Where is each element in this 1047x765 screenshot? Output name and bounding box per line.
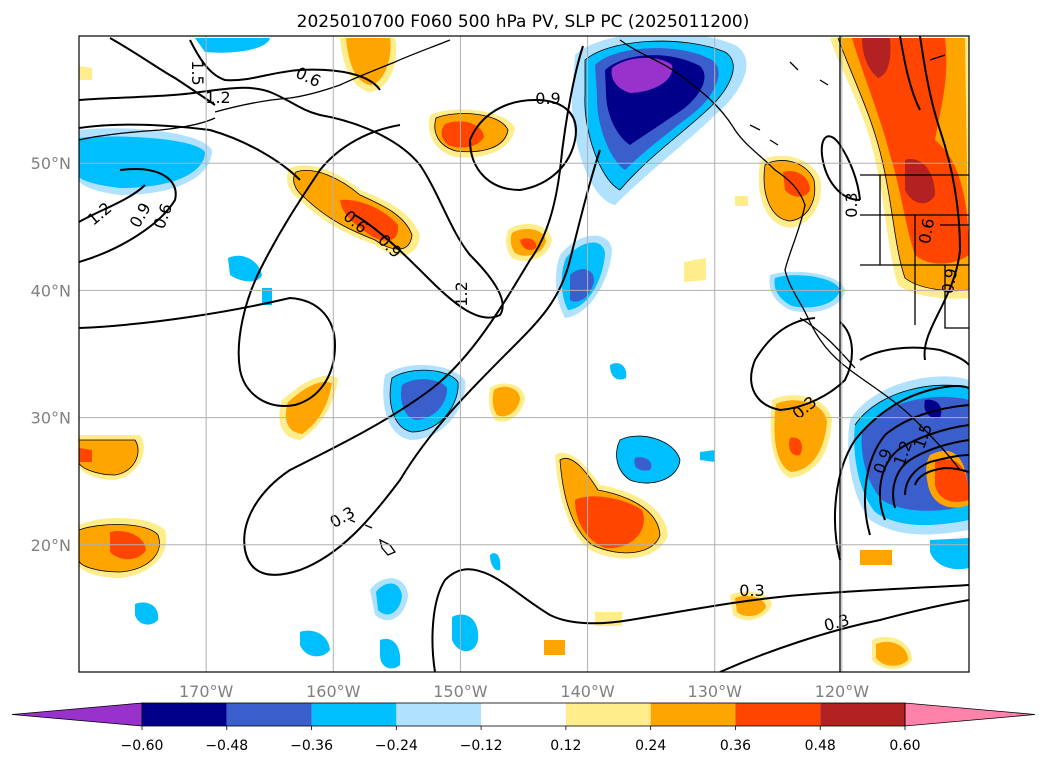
colorbar-tick-label: 0.24	[635, 738, 666, 754]
pv-blob-central-positive	[287, 165, 420, 256]
contour-label: 0.9	[938, 267, 961, 295]
lon-tick-label: 170°W	[179, 682, 234, 701]
colorbar-tick-label: −0.36	[290, 738, 333, 754]
colorbar-tick-label: −0.12	[460, 738, 503, 754]
colorbar-swatch	[142, 703, 227, 726]
lat-tick-label: 50°N	[31, 154, 71, 173]
colorbar-swatch	[311, 703, 397, 726]
lon-tick-label: 130°W	[688, 682, 743, 701]
colorbar-swatch	[735, 703, 821, 726]
map-panel: 0.9 0.6 1.2 1.5 0.9 0.6 1.2 0.6 0.9 1.2 …	[31, 35, 970, 701]
lon-tick-label: 150°W	[433, 682, 488, 701]
colorbar-frame	[141, 702, 906, 727]
contour-label: 0.6	[915, 217, 938, 245]
contour-label: 0.9	[535, 89, 560, 108]
lat-tick-label: 20°N	[31, 536, 71, 555]
colorbar-tick-label: −0.24	[375, 738, 418, 754]
pv-blob-east-positive	[830, 38, 969, 299]
lat-tick-label: 30°N	[31, 409, 71, 428]
lon-tick-label: 140°W	[560, 682, 615, 701]
coastlines	[79, 36, 969, 672]
pv-blob-northwest-negative	[79, 38, 270, 195]
colorbar-swatch	[820, 703, 905, 726]
colorbar-swatch	[650, 703, 736, 726]
colorbar-tick-label: −0.48	[205, 738, 248, 754]
slp-contours	[79, 36, 969, 672]
contour-label: 1.2	[452, 281, 471, 306]
pv-outlines	[79, 37, 969, 573]
contour-label: 1.2	[205, 88, 230, 107]
contour-label: 1.5	[188, 60, 207, 85]
lon-tick-label: 160°W	[306, 682, 361, 701]
colorbar-tick-label: 0.36	[720, 738, 751, 754]
colorbar-swatch	[226, 703, 312, 726]
colorbar-swatch	[481, 703, 566, 726]
contour-label: 0.3	[739, 581, 764, 600]
colorbar-tick-label: 0.48	[805, 738, 836, 754]
gridlines	[79, 36, 969, 672]
colorbar-extend-low	[11, 702, 143, 727]
lon-tick-label: 120°W	[815, 682, 870, 701]
colorbar-extend-high	[904, 702, 1036, 727]
colorbar-swatch	[396, 703, 482, 726]
colorbar-tick-label: 0.60	[889, 738, 920, 754]
colorbar-tick-label: 0.12	[550, 738, 581, 754]
map-frame	[78, 35, 970, 673]
colorbar: −0.60 −0.48 −0.36 −0.24 −0.12 0.12 0.24 0.36 0.4…	[11, 702, 1036, 754]
colorbar-tick-label: −0.60	[121, 738, 164, 754]
longitude-labels: 170°W 160°W 150°W 140°W 130°W 120°W	[179, 682, 869, 701]
colorbar-swatch	[565, 703, 651, 726]
lat-tick-label: 40°N	[31, 281, 71, 300]
map-background	[79, 36, 969, 672]
contour-label: 0.3	[842, 192, 861, 217]
latitude-labels: 50°N 40°N 30°N 20°N	[31, 154, 71, 555]
pv-shading	[79, 36, 969, 669]
figure-title: 2025010700 F060 500 hPa PV, SLP PC (2025…	[297, 12, 750, 32]
